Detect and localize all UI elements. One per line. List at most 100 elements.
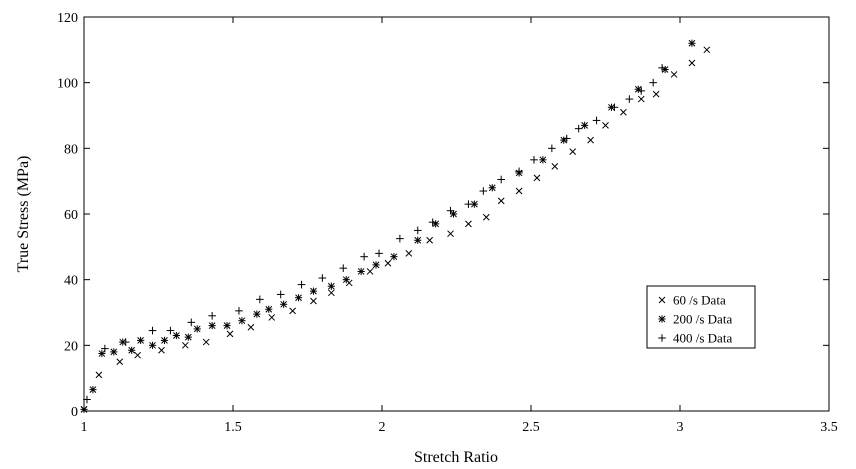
data-point-plus	[101, 344, 109, 353]
y-tick-label: 0	[71, 405, 78, 420]
data-point-x	[515, 187, 523, 195]
data-point-plus	[121, 338, 130, 346]
data-point-asterisk	[253, 310, 261, 318]
data-point-asterisk	[98, 349, 106, 358]
data-point-x	[202, 338, 210, 346]
data-point-x	[637, 95, 645, 103]
data-point-x	[497, 197, 505, 205]
data-point-plus	[464, 200, 473, 208]
data-point-plus	[276, 290, 285, 299]
data-point-plus	[148, 326, 157, 335]
data-point-asterisk	[160, 336, 169, 345]
data-point-x	[482, 213, 490, 221]
data-point-asterisk	[688, 39, 696, 47]
data-point-plus	[297, 280, 306, 289]
data-point-plus	[83, 395, 91, 404]
data-point-x	[533, 174, 541, 182]
data-point-plus	[396, 234, 404, 243]
data-point-x	[551, 163, 559, 170]
data-point-plus	[649, 78, 657, 87]
data-point-x	[116, 358, 124, 366]
data-point-asterisk	[372, 261, 380, 269]
data-point-x	[688, 59, 696, 67]
data-point-x	[310, 297, 317, 305]
legend-label: 60 /s Data	[673, 293, 726, 308]
data-point-x	[366, 268, 374, 275]
data-point-plus	[625, 95, 634, 103]
data-point-x	[226, 330, 234, 338]
data-point-plus	[658, 64, 666, 72]
x-tick-label: 3.5	[820, 420, 838, 435]
data-point-asterisk	[581, 121, 589, 129]
data-point-x	[181, 341, 189, 349]
data-point-x	[268, 314, 276, 321]
data-point-plus	[360, 252, 368, 261]
data-point-plus	[166, 326, 175, 335]
data-point-plus	[574, 124, 583, 133]
y-tick-label: 60	[64, 208, 78, 223]
data-point-x	[405, 250, 413, 257]
data-point-asterisk	[238, 317, 246, 325]
data-point-x	[327, 289, 335, 297]
data-point-asterisk	[280, 300, 288, 308]
legend: 60 /s Data 200 /s Data 400 /s Data	[646, 285, 756, 349]
legend-marker-x	[658, 296, 666, 304]
data-point-x	[670, 71, 678, 78]
legend-label: 200 /s Data	[673, 312, 732, 327]
data-point-plus	[562, 134, 571, 143]
data-point-x	[134, 351, 141, 359]
legend-marker-asterisk	[658, 315, 666, 323]
data-point-x	[587, 136, 594, 144]
data-point-asterisk	[342, 276, 350, 284]
data-point-asterisk	[470, 200, 478, 208]
data-point-plus	[530, 156, 538, 164]
data-point-asterisk	[357, 267, 365, 276]
data-point-asterisk	[309, 287, 318, 295]
y-tick-label: 100	[57, 77, 78, 92]
data-point-plus	[235, 307, 243, 315]
legend-marker-plus	[658, 334, 666, 342]
data-points	[80, 39, 711, 413]
data-point-asterisk	[184, 333, 192, 341]
data-point-plus	[548, 144, 556, 153]
data-point-x	[158, 346, 165, 354]
y-tick-label: 80	[64, 142, 78, 157]
data-point-plus	[375, 249, 383, 258]
x-tick-label: 1.5	[224, 420, 242, 435]
data-point-asterisk	[193, 325, 201, 333]
data-point-asterisk	[390, 253, 398, 261]
data-point-asterisk	[539, 156, 547, 164]
y-tick-label: 40	[64, 274, 78, 289]
x-tick-label: 3	[677, 420, 684, 435]
x-tick-label: 2.5	[522, 420, 540, 435]
data-point-x	[289, 307, 296, 315]
data-point-asterisk	[137, 336, 145, 345]
x-tick-label: 2	[379, 420, 386, 435]
y-tick-label: 120	[57, 11, 78, 26]
data-point-plus	[592, 116, 601, 125]
data-point-plus	[428, 218, 437, 227]
data-point-plus	[446, 206, 455, 215]
data-point-asterisk	[265, 305, 273, 313]
data-point-asterisk	[488, 184, 496, 192]
data-point-x	[703, 46, 711, 54]
data-point-plus	[208, 311, 216, 320]
data-point-plus	[515, 167, 523, 176]
data-point-x	[447, 230, 454, 238]
data-point-plus	[497, 175, 505, 184]
data-point-asterisk	[208, 322, 216, 330]
data-point-asterisk	[223, 322, 231, 330]
data-point-x	[602, 121, 609, 129]
data-point-x	[620, 108, 627, 116]
data-point-plus	[413, 226, 422, 235]
data-point-plus	[187, 318, 196, 327]
data-point-asterisk	[172, 331, 180, 340]
data-point-asterisk	[449, 210, 458, 218]
data-point-plus	[479, 187, 488, 195]
data-point-asterisk	[148, 341, 157, 349]
data-point-x	[384, 259, 392, 267]
y-axis-title: True Stress (MPa)	[15, 156, 32, 273]
data-point-asterisk	[327, 282, 335, 290]
x-axis-title: Stretch Ratio	[414, 449, 498, 466]
